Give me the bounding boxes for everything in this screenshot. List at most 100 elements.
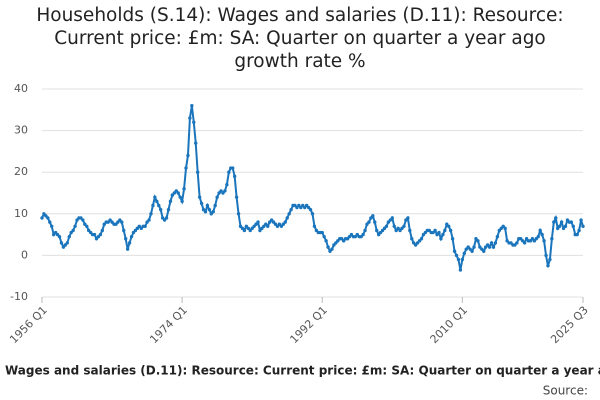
point xyxy=(363,228,367,233)
point xyxy=(454,253,459,258)
point xyxy=(203,210,208,214)
point xyxy=(197,195,202,199)
point xyxy=(98,232,103,237)
point xyxy=(213,203,217,208)
point xyxy=(384,224,389,228)
point xyxy=(361,232,365,237)
point xyxy=(320,230,324,235)
point xyxy=(322,234,326,239)
y-tick-label: 30 xyxy=(14,124,28,137)
point xyxy=(460,257,465,262)
point xyxy=(472,245,476,249)
point xyxy=(211,210,215,214)
point xyxy=(310,212,315,216)
point xyxy=(522,241,527,245)
point xyxy=(437,230,441,235)
point xyxy=(225,182,229,187)
point xyxy=(283,220,287,224)
point xyxy=(59,241,64,245)
point xyxy=(199,201,204,206)
point xyxy=(194,141,198,145)
point xyxy=(155,199,159,204)
point xyxy=(495,234,500,239)
point xyxy=(371,214,375,218)
point xyxy=(168,199,173,204)
point xyxy=(188,116,192,120)
point xyxy=(557,224,562,228)
point xyxy=(236,212,241,216)
point xyxy=(540,232,544,237)
point xyxy=(581,224,585,228)
point xyxy=(324,239,328,243)
point xyxy=(577,228,581,233)
point xyxy=(419,237,424,241)
point xyxy=(151,203,155,208)
point xyxy=(462,251,466,256)
y-tick-label: 10 xyxy=(14,207,28,220)
point xyxy=(559,220,564,224)
point xyxy=(57,234,62,239)
point xyxy=(176,191,180,195)
point xyxy=(125,247,130,251)
point xyxy=(330,247,334,251)
point xyxy=(157,203,161,208)
point xyxy=(192,120,196,124)
chart-title: Households (S.14): Wages and salaries (D… xyxy=(36,5,564,72)
point xyxy=(367,220,371,224)
point xyxy=(164,216,169,220)
point xyxy=(392,224,396,228)
point xyxy=(143,224,147,228)
point xyxy=(536,234,540,239)
point xyxy=(308,207,313,212)
point xyxy=(85,224,89,228)
y-tick-label: 40 xyxy=(14,82,28,95)
point xyxy=(100,228,105,233)
point xyxy=(180,199,184,204)
point xyxy=(289,207,293,212)
point xyxy=(482,249,486,253)
point xyxy=(123,237,128,241)
point xyxy=(450,237,455,241)
point xyxy=(546,264,550,268)
point xyxy=(186,153,190,158)
point xyxy=(215,195,219,199)
point xyxy=(46,216,50,220)
point xyxy=(120,220,124,224)
point xyxy=(127,241,132,245)
point xyxy=(81,218,85,222)
point xyxy=(550,237,554,241)
point xyxy=(375,228,379,233)
point xyxy=(227,170,231,174)
point xyxy=(190,103,194,108)
point xyxy=(231,166,235,170)
point xyxy=(458,268,463,272)
point xyxy=(266,224,270,228)
point xyxy=(569,220,574,224)
point xyxy=(408,228,412,233)
point xyxy=(489,241,494,245)
x-tick-label: 2025 Q3 xyxy=(548,304,591,347)
point xyxy=(390,216,394,220)
source: Source: xyxy=(543,384,588,398)
y-tick-label: -10 xyxy=(10,290,28,303)
legend-entry: Wages and salaries (D.11): Resource: Cur… xyxy=(5,364,600,378)
point xyxy=(326,245,330,249)
point xyxy=(441,232,445,237)
point xyxy=(433,228,437,233)
point xyxy=(476,239,480,243)
x-tick-label: 2010 Q1 xyxy=(428,304,471,347)
point xyxy=(452,249,457,253)
point xyxy=(487,245,492,249)
point xyxy=(503,226,507,231)
point xyxy=(92,232,97,237)
point xyxy=(50,224,54,228)
point xyxy=(195,170,200,174)
point xyxy=(48,220,52,224)
point xyxy=(65,241,69,245)
point xyxy=(554,216,558,220)
point xyxy=(447,224,451,228)
point xyxy=(493,241,498,245)
x-tick-label: 1992 Q1 xyxy=(287,304,330,347)
point xyxy=(406,216,410,220)
